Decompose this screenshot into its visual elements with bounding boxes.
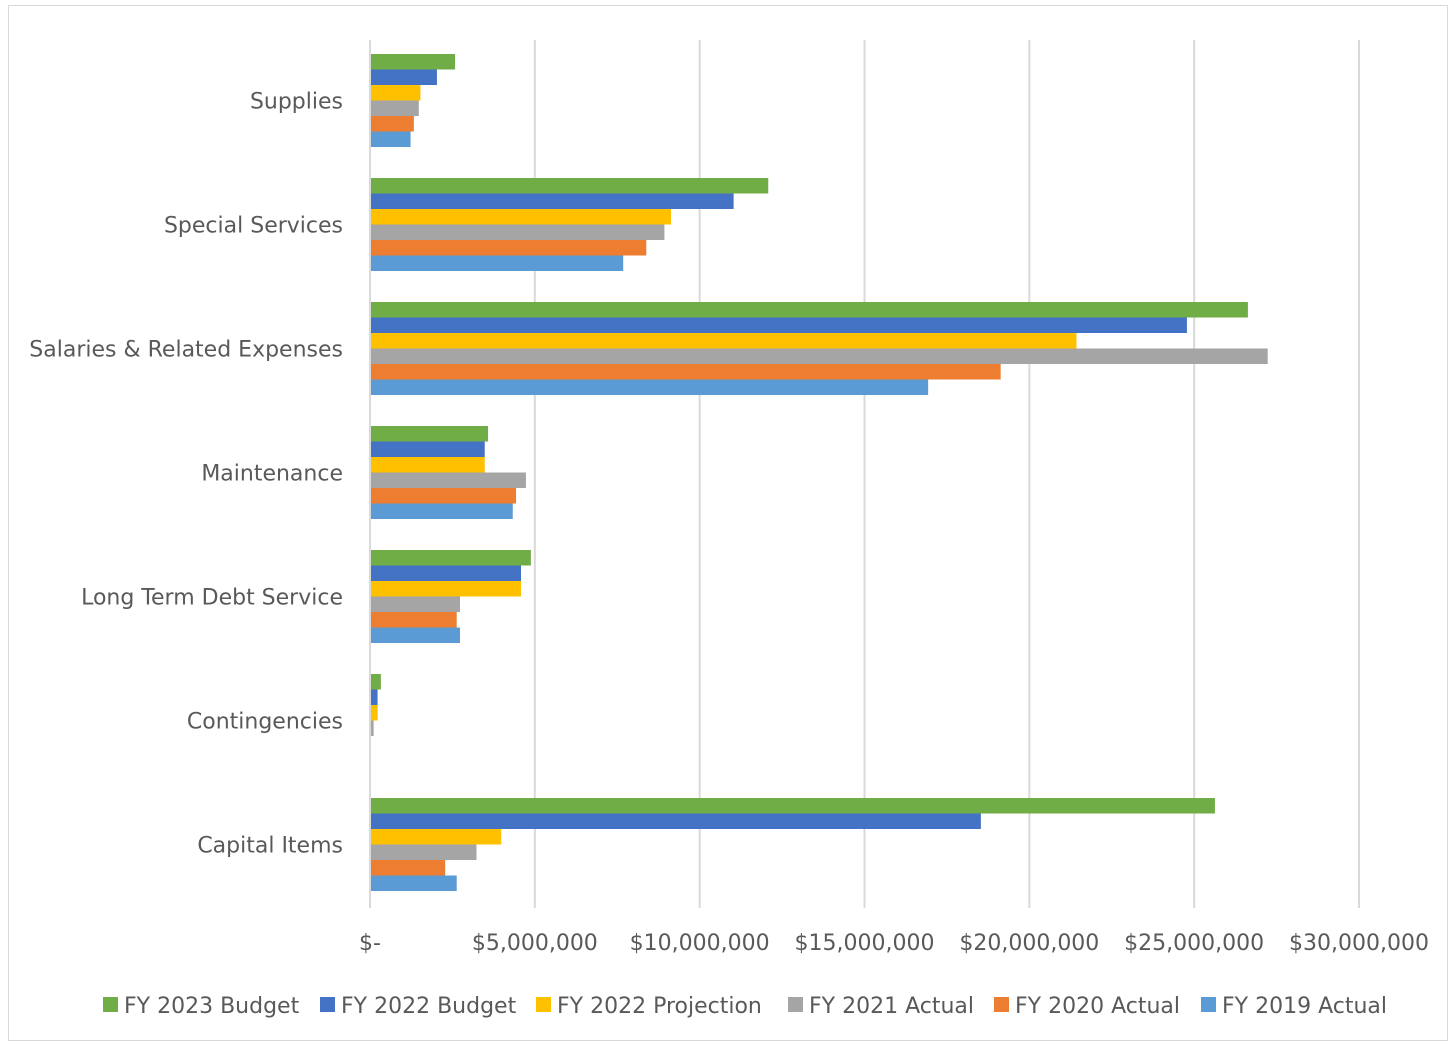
category-label: Supplies <box>250 90 343 115</box>
bar <box>371 116 414 132</box>
x-tick-label: $5,000,000 <box>472 931 598 956</box>
bar <box>371 100 419 116</box>
bar <box>371 333 1077 349</box>
bar <box>371 798 1215 814</box>
legend: FY 2023 Budget FY 2022 Budget FY 2022 Proj… <box>103 994 1387 1019</box>
bar <box>371 550 531 566</box>
bar <box>371 364 1001 380</box>
bar <box>371 426 489 442</box>
legend-label: FY 2022 Budget <box>341 994 517 1019</box>
category-label: Capital Items <box>197 834 343 859</box>
legend-swatch <box>994 997 1009 1012</box>
legend-swatch <box>536 997 551 1012</box>
category-label: Contingencies <box>187 710 343 735</box>
bar <box>371 689 378 705</box>
bar <box>371 348 1268 364</box>
bar <box>371 178 769 194</box>
bar <box>371 193 734 209</box>
category-label: Salaries & Related Expenses <box>29 338 343 363</box>
legend-label: FY 2021 Actual <box>809 994 974 1019</box>
legend-swatch <box>788 997 803 1012</box>
bar <box>371 627 461 643</box>
legend-swatch <box>320 997 335 1012</box>
category-labels: Supplies Special Services Salaries & Relat… <box>29 90 343 859</box>
chart-frame <box>8 5 1448 1041</box>
bar <box>371 69 437 85</box>
bar <box>371 844 477 860</box>
bar <box>371 209 671 225</box>
x-tick-label: $30,000,000 <box>1289 931 1429 956</box>
bar <box>371 131 411 147</box>
bar <box>371 860 446 876</box>
x-tick-label: $25,000,000 <box>1124 931 1264 956</box>
bars <box>371 54 1268 891</box>
legend-swatch <box>103 997 118 1012</box>
bar <box>371 240 647 256</box>
bar <box>371 503 513 519</box>
bar <box>371 612 457 628</box>
x-tick-labels: $- $5,000,000 $10,000,000 $15,000,000 $20,00… <box>359 931 1429 956</box>
bar <box>371 674 381 690</box>
category-label: Special Services <box>164 214 343 239</box>
bar <box>371 565 521 581</box>
legend-label: FY 2019 Actual <box>1222 994 1387 1019</box>
bar <box>371 441 485 457</box>
legend-label: FY 2020 Actual <box>1015 994 1180 1019</box>
legend-label: FY 2022 Projection <box>557 994 762 1019</box>
bar <box>371 720 374 736</box>
x-tick-label: $15,000,000 <box>795 931 935 956</box>
legend-label: FY 2023 Budget <box>124 994 300 1019</box>
bar <box>371 829 502 845</box>
bar <box>371 457 485 473</box>
bar <box>371 302 1248 318</box>
category-label: Long Term Debt Service <box>81 586 343 611</box>
bar <box>371 379 929 395</box>
bar <box>371 224 665 240</box>
bar <box>371 54 456 70</box>
x-tick-label: $10,000,000 <box>630 931 770 956</box>
bar <box>371 85 421 101</box>
x-tick-label: $20,000,000 <box>959 931 1099 956</box>
bar <box>371 317 1187 333</box>
legend-swatch <box>1201 997 1216 1012</box>
bar <box>371 581 521 597</box>
bar <box>371 255 624 271</box>
category-label: Maintenance <box>201 462 343 487</box>
bar <box>371 875 457 891</box>
x-tick-label: $- <box>359 931 381 956</box>
bar <box>371 472 526 488</box>
bar <box>371 596 461 612</box>
bar <box>371 813 981 829</box>
bar <box>371 705 378 721</box>
bar <box>371 488 517 504</box>
